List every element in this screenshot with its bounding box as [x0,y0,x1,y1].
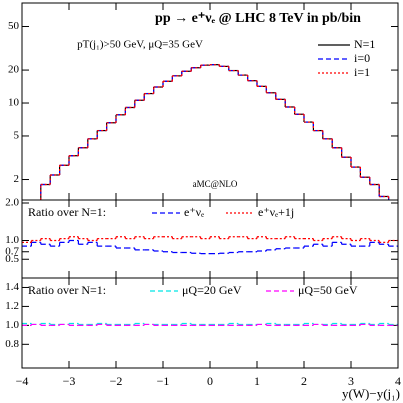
x-tick-label: 3 [348,374,354,388]
panel-frame [21,2,399,201]
y-tick-label: 1.0 [5,319,19,331]
step-riser [40,64,390,200]
legend-title: Ratio over N=1: [28,283,106,297]
y-tick-label: 1.4 [5,281,19,293]
step-riser [30,324,371,326]
x-tick-label: −3 [63,374,76,388]
x-tick-label: 1 [254,374,260,388]
chart-title: pp → e⁺νₑ @ LHC 8 TeV in pb/bin [155,11,361,26]
legend-label: i=0 [354,51,370,65]
legend-label: μQ=50 GeV [298,283,358,297]
y-tick-label: 0.7 [5,245,19,257]
y-tick-label: 0.8 [5,338,19,350]
y-tick-label: 20 [8,64,20,76]
x-tick-label: 0 [207,374,213,388]
legend-label: e⁺νₑ+1j [258,205,294,219]
plot-area [40,64,390,200]
x-tick-label: −2 [110,374,123,388]
x-tick-label: 4 [395,374,401,388]
legend-label: N=1 [354,37,375,51]
y-tick-label: 2 [14,173,20,185]
x-tick-label: −4 [16,374,29,388]
step-riser [30,240,390,254]
y-tick-label: 50 [8,20,20,32]
x-tick-label: −1 [157,374,170,388]
step-riser [40,64,390,200]
annotation: pT(j₁)>50 GeV, μQ=35 GeV [77,39,203,51]
x-axis-label: y(W)−y(j₁) [342,386,400,401]
y-tick-label: 1.2 [5,300,19,312]
legend-title: Ratio over N=1: [28,205,106,219]
panel-frame [21,277,399,369]
legend-label: μQ=20 GeV [182,283,242,297]
plot-area [22,322,398,326]
plot-area [22,236,398,255]
y-tick-label: 10 [8,97,20,109]
y-tick-label: 0.5 [5,253,19,265]
step-riser [40,64,390,200]
y-tick-label: 2.0 [5,197,19,209]
annotation: aMC@NLO [193,179,238,189]
y-tick-label: 1.0 [5,234,19,246]
legend-label: e⁺νₑ [184,205,204,219]
legend-label: i=1 [354,65,370,79]
x-tick-label: 2 [301,374,307,388]
y-tick-label: 5 [14,129,20,141]
step-riser [30,236,390,243]
